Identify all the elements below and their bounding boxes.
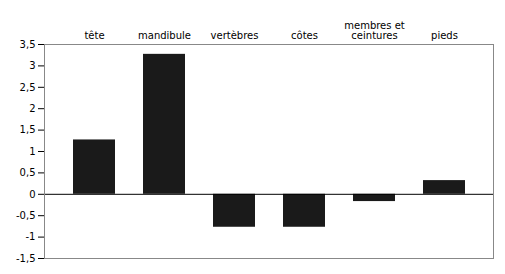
svg-text:3: 3 — [29, 60, 35, 71]
svg-text:tête: tête — [84, 30, 104, 41]
svg-text:vertèbres: vertèbres — [211, 30, 259, 41]
svg-text:1,5: 1,5 — [20, 124, 36, 135]
svg-text:1: 1 — [29, 146, 35, 157]
svg-text:-1: -1 — [26, 231, 36, 242]
svg-text:2,5: 2,5 — [20, 82, 36, 93]
svg-text:0,5: 0,5 — [20, 167, 36, 178]
svg-text:0: 0 — [29, 189, 35, 200]
svg-text:pieds: pieds — [431, 30, 458, 41]
svg-text:-1,5: -1,5 — [16, 253, 36, 264]
svg-text:côtes: côtes — [291, 30, 318, 41]
svg-text:membres etceintures: membres etceintures — [344, 20, 405, 41]
svg-text:3,5: 3,5 — [20, 39, 36, 50]
svg-text:mandibule: mandibule — [138, 30, 191, 41]
svg-text:2: 2 — [29, 103, 35, 114]
svg-text:-0,5: -0,5 — [16, 210, 36, 221]
